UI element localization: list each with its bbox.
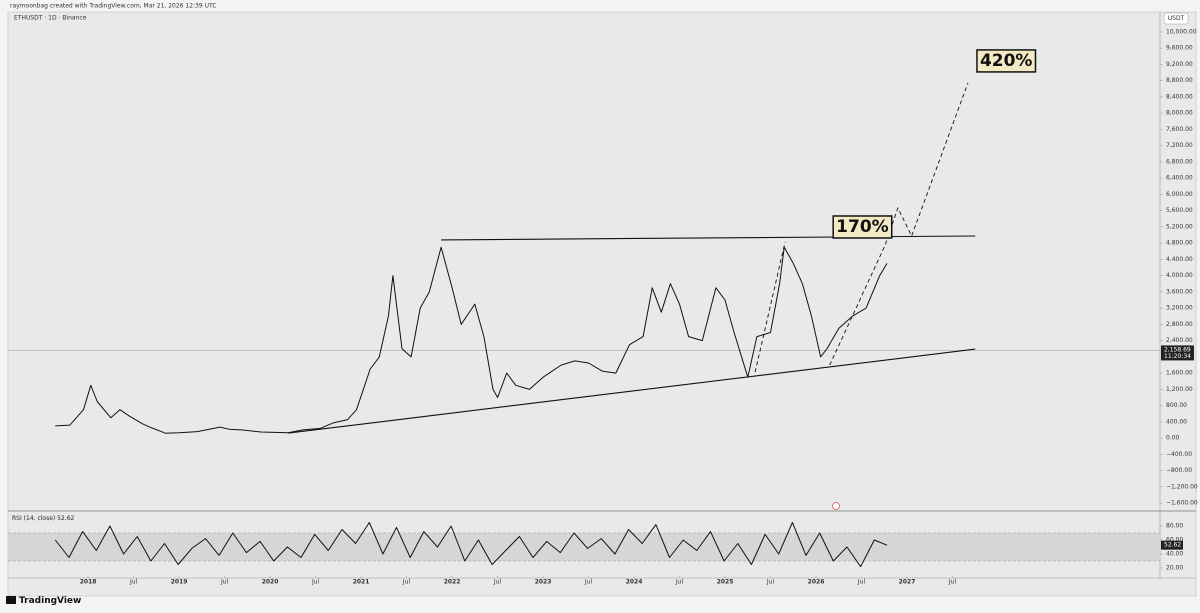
y-tick-label: 8,000.00 xyxy=(1166,110,1193,117)
y-tick-label: 6,800.00 xyxy=(1166,158,1193,165)
credit: raymoonbag created with TradingView.com,… xyxy=(10,3,216,10)
trendline xyxy=(754,241,786,373)
rsi-value-label: 52.62 xyxy=(1164,542,1181,549)
y-tick-label: −1,600.00 xyxy=(1166,500,1198,507)
x-tick-label: Jul xyxy=(220,579,229,586)
y-tick-label: 6,400.00 xyxy=(1166,175,1193,182)
y-tick-label: 4,800.00 xyxy=(1166,240,1193,247)
y-tick-label: 9,200.00 xyxy=(1166,61,1193,68)
x-tick-label: Jul xyxy=(584,579,593,586)
y-tick-label: 2,800.00 xyxy=(1166,321,1193,328)
x-tick-label: Jul xyxy=(675,579,684,586)
x-tick-label: 2025 xyxy=(717,579,734,586)
rsi-title: RSI (14, close) 52.62 xyxy=(12,515,75,522)
logo: TradingView xyxy=(6,596,81,606)
x-tick-label: 2022 xyxy=(444,579,461,586)
price-line xyxy=(55,246,888,434)
y-tick-label: 0.00 xyxy=(1166,435,1180,442)
currency-badge xyxy=(1163,12,1189,25)
y-tick-label: 3,200.00 xyxy=(1166,305,1193,312)
rsi-value-tag xyxy=(1161,540,1183,550)
x-tick-label: Jul xyxy=(766,579,775,586)
y-tick-label: −400.00 xyxy=(1166,451,1192,458)
rsi-title-text: RSI (14, close) xyxy=(12,515,55,522)
y-tick-label: −1,200.00 xyxy=(1166,483,1198,490)
annotation-box xyxy=(832,215,893,239)
y-tick-label: 3,600.00 xyxy=(1166,288,1193,295)
y-tick-label: −800.00 xyxy=(1166,467,1192,474)
trendline xyxy=(288,348,976,434)
symbol-title: ETHUSDT · 1D · Binance xyxy=(14,15,87,22)
x-tick-label: Jul xyxy=(493,579,502,586)
y-tick-label: 6,000.00 xyxy=(1166,191,1193,198)
annotation-box xyxy=(976,49,1037,73)
x-tick-label: 2019 xyxy=(171,579,188,586)
y-tick-label: 1,200.00 xyxy=(1166,386,1193,393)
y-tick-label: 800.00 xyxy=(1166,402,1187,409)
event-marker[interactable] xyxy=(832,502,840,510)
y-tick-label: 60.00 xyxy=(1166,537,1183,544)
x-tick-label: 2018 xyxy=(80,579,97,586)
y-tick-label: 400.00 xyxy=(1166,418,1187,425)
last-price-tag xyxy=(1161,345,1194,361)
x-tick-label: Jul xyxy=(948,579,957,586)
y-tick-label: 4,400.00 xyxy=(1166,256,1193,263)
chart-frame xyxy=(7,11,1197,597)
last-price-label: 2,158.69 xyxy=(1164,346,1191,353)
y-tick-label: 7,600.00 xyxy=(1166,126,1193,133)
annotation: 420% xyxy=(980,51,1033,71)
x-tick-label: Jul xyxy=(857,579,866,586)
price-line xyxy=(54,522,888,568)
rsi-band xyxy=(8,533,1160,561)
y-tick-label: 7,200.00 xyxy=(1166,142,1193,149)
annotation: 170% xyxy=(836,217,889,237)
countdown: 11:20:34 xyxy=(1164,353,1191,360)
x-tick-label: 2021 xyxy=(353,579,370,586)
x-tick-label: Jul xyxy=(129,579,138,586)
y-tick-label: 8,400.00 xyxy=(1166,93,1193,100)
y-tick-label: 80.00 xyxy=(1166,523,1183,530)
logo-text: TradingView xyxy=(19,596,81,606)
y-tick-label: 10,000.00 xyxy=(1166,28,1197,35)
y-tick-label: 4,000.00 xyxy=(1166,272,1193,279)
y-tick-label: 40.00 xyxy=(1166,551,1183,558)
y-tick-label: 1,600.00 xyxy=(1166,370,1193,377)
y-tick-label: 2,400.00 xyxy=(1166,337,1193,344)
y-tick-label: 5,600.00 xyxy=(1166,207,1193,214)
logo-mark xyxy=(6,596,16,604)
y-tick-label: 20.00 xyxy=(1166,565,1183,572)
x-tick-label: 2023 xyxy=(535,579,552,586)
x-tick-label: 2024 xyxy=(626,579,643,586)
x-tick-label: Jul xyxy=(311,579,320,586)
x-tick-label: Jul xyxy=(402,579,411,586)
currency: USDT xyxy=(1168,15,1185,22)
rsi-last-value: 52.62 xyxy=(57,515,74,522)
x-tick-label: 2020 xyxy=(262,579,279,586)
y-tick-label: 8,800.00 xyxy=(1166,77,1193,84)
x-tick-label: 2026 xyxy=(808,579,825,586)
y-tick-label: 5,200.00 xyxy=(1166,223,1193,230)
x-tick-label: 2027 xyxy=(899,579,916,586)
trendline xyxy=(829,82,969,366)
y-tick-label: 9,600.00 xyxy=(1166,45,1193,52)
